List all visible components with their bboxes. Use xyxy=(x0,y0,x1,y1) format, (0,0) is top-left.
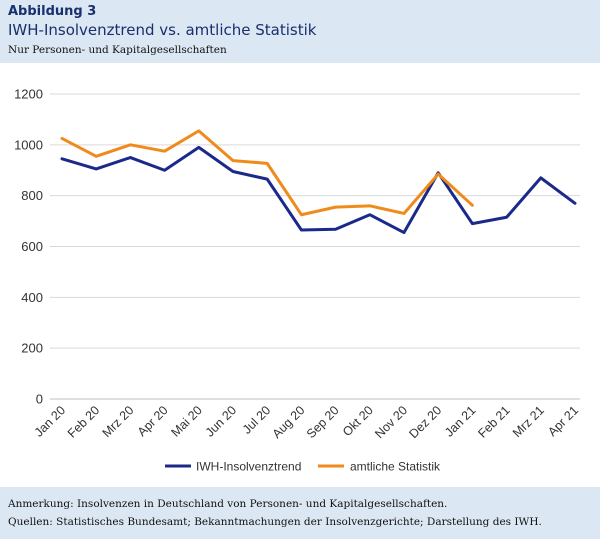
chart-note: Anmerkung: Insolvenzen in Deutschland vo… xyxy=(8,498,448,510)
chart-sources: Quellen: Statistisches Bundesamt; Bekann… xyxy=(8,516,542,528)
x-tick-label: Nov 20 xyxy=(372,403,410,441)
x-tick-label: Apr 20 xyxy=(135,403,171,439)
y-tick-label: 1000 xyxy=(14,137,43,152)
y-tick-label: 800 xyxy=(21,188,43,203)
x-tick-label: Jan 20 xyxy=(32,403,68,439)
x-tick-label: Mai 20 xyxy=(168,403,204,439)
x-tick-label: Okt 20 xyxy=(340,403,376,439)
x-tick-label: Mrz 21 xyxy=(510,403,547,440)
x-tick-label: Jan 21 xyxy=(442,403,478,439)
legend-label: amtliche Statistik xyxy=(350,460,441,474)
x-tick-label: Dez 20 xyxy=(406,403,444,441)
y-tick-label: 400 xyxy=(21,290,43,305)
x-tick-label: Sep 20 xyxy=(304,403,342,441)
chart-title: IWH-Insolvenztrend vs. amtliche Statisti… xyxy=(8,21,317,39)
x-tick-label: Jul 20 xyxy=(240,403,274,437)
y-tick-label: 200 xyxy=(21,341,43,356)
x-tick-label: Feb 21 xyxy=(475,403,512,440)
legend-label: IWH-Insolvenztrend xyxy=(196,460,301,474)
figure-kicker: Abbildung 3 xyxy=(8,4,97,19)
x-tick-label: Apr 21 xyxy=(545,403,581,439)
y-tick-label: 1200 xyxy=(14,87,43,102)
x-tick-label: Mrz 20 xyxy=(100,403,137,440)
chart-subtitle: Nur Personen- und Kapitalgesellschaften xyxy=(8,44,227,56)
x-tick-label: Aug 20 xyxy=(270,403,308,441)
y-tick-label: 600 xyxy=(21,239,43,254)
series-line-amtlich xyxy=(60,129,474,217)
chart-panel: 0 200 400 600 800 1000 1200 Jan 20 Feb 20 Mrz 20 A… xyxy=(0,63,600,487)
y-tick-label: 0 xyxy=(36,392,43,407)
x-tick-label: Feb 20 xyxy=(65,403,102,440)
x-tick-label: Jun 20 xyxy=(203,403,239,439)
series-line-iwh xyxy=(60,145,577,235)
